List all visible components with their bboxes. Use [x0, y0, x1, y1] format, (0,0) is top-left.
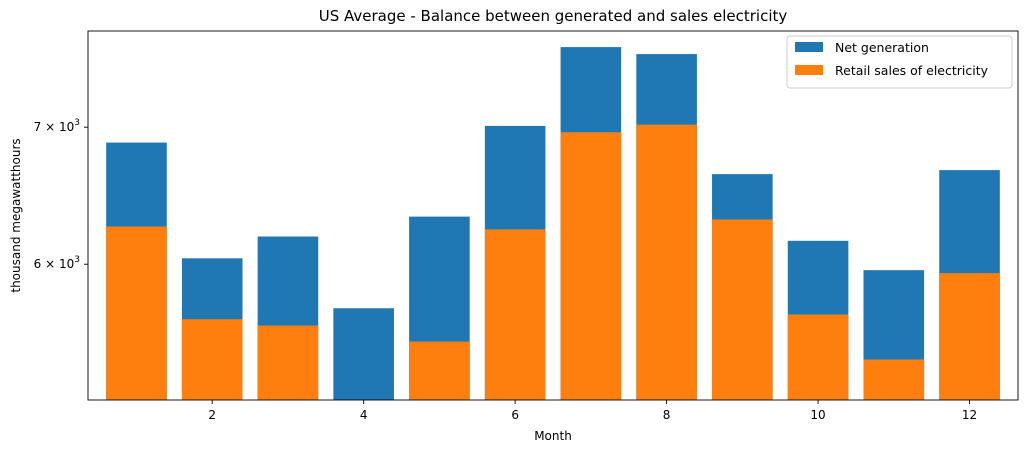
legend: Net generation Retail sales of electrici…: [786, 35, 1013, 89]
y-axis-label: thousand megawatthours: [9, 138, 23, 292]
x-axis-label: Month: [534, 429, 572, 443]
x-tick-label: 8: [663, 408, 671, 422]
x-tick-label: 10: [810, 408, 825, 422]
bar-retail-sales-of-electricity-2: [181, 319, 243, 400]
axes-frame: [87, 30, 1019, 401]
bar-retail-sales-of-electricity-7: [560, 132, 622, 400]
legend-swatch-retail-sales: [795, 65, 823, 75]
bar-retail-sales-of-electricity-11: [863, 359, 925, 400]
x-tick-label: 12: [962, 408, 977, 422]
bar-retail-sales-of-electricity-1: [106, 226, 167, 400]
y-tick-label: 6 × 103: [34, 255, 80, 271]
x-tick-label: 2: [208, 408, 216, 422]
bar-retail-sales-of-electricity-5: [409, 341, 470, 400]
x-axis-ticks: 2 4 6 8 10 12: [208, 400, 977, 422]
x-tick-label: 6: [511, 408, 519, 422]
bar-retail-sales-of-electricity-10: [787, 314, 849, 400]
bar-retail-sales-of-electricity-6: [484, 229, 546, 400]
y-axis-ticks: 6 × 103 7 × 103: [34, 118, 88, 271]
x-tick-label: 4: [360, 408, 368, 422]
y-tick-label: 7 × 103: [34, 118, 80, 134]
bar-net-generation-4: [333, 308, 394, 400]
bar-retail-sales-of-electricity-12: [939, 273, 1000, 400]
bar-retail-sales-of-electricity-3: [257, 325, 319, 400]
legend-box: [786, 35, 1013, 89]
bar-retail-sales-of-electricity-8: [636, 124, 697, 401]
legend-label-retail-sales: Retail sales of electricity: [835, 63, 989, 78]
chart-title: US Average - Balance between generated a…: [319, 7, 788, 25]
bars-group: [106, 47, 1000, 401]
legend-swatch-net-generation: [795, 42, 823, 52]
legend-label-net-generation: Net generation: [835, 40, 929, 55]
bar-retail-sales-of-electricity-9: [712, 219, 773, 400]
